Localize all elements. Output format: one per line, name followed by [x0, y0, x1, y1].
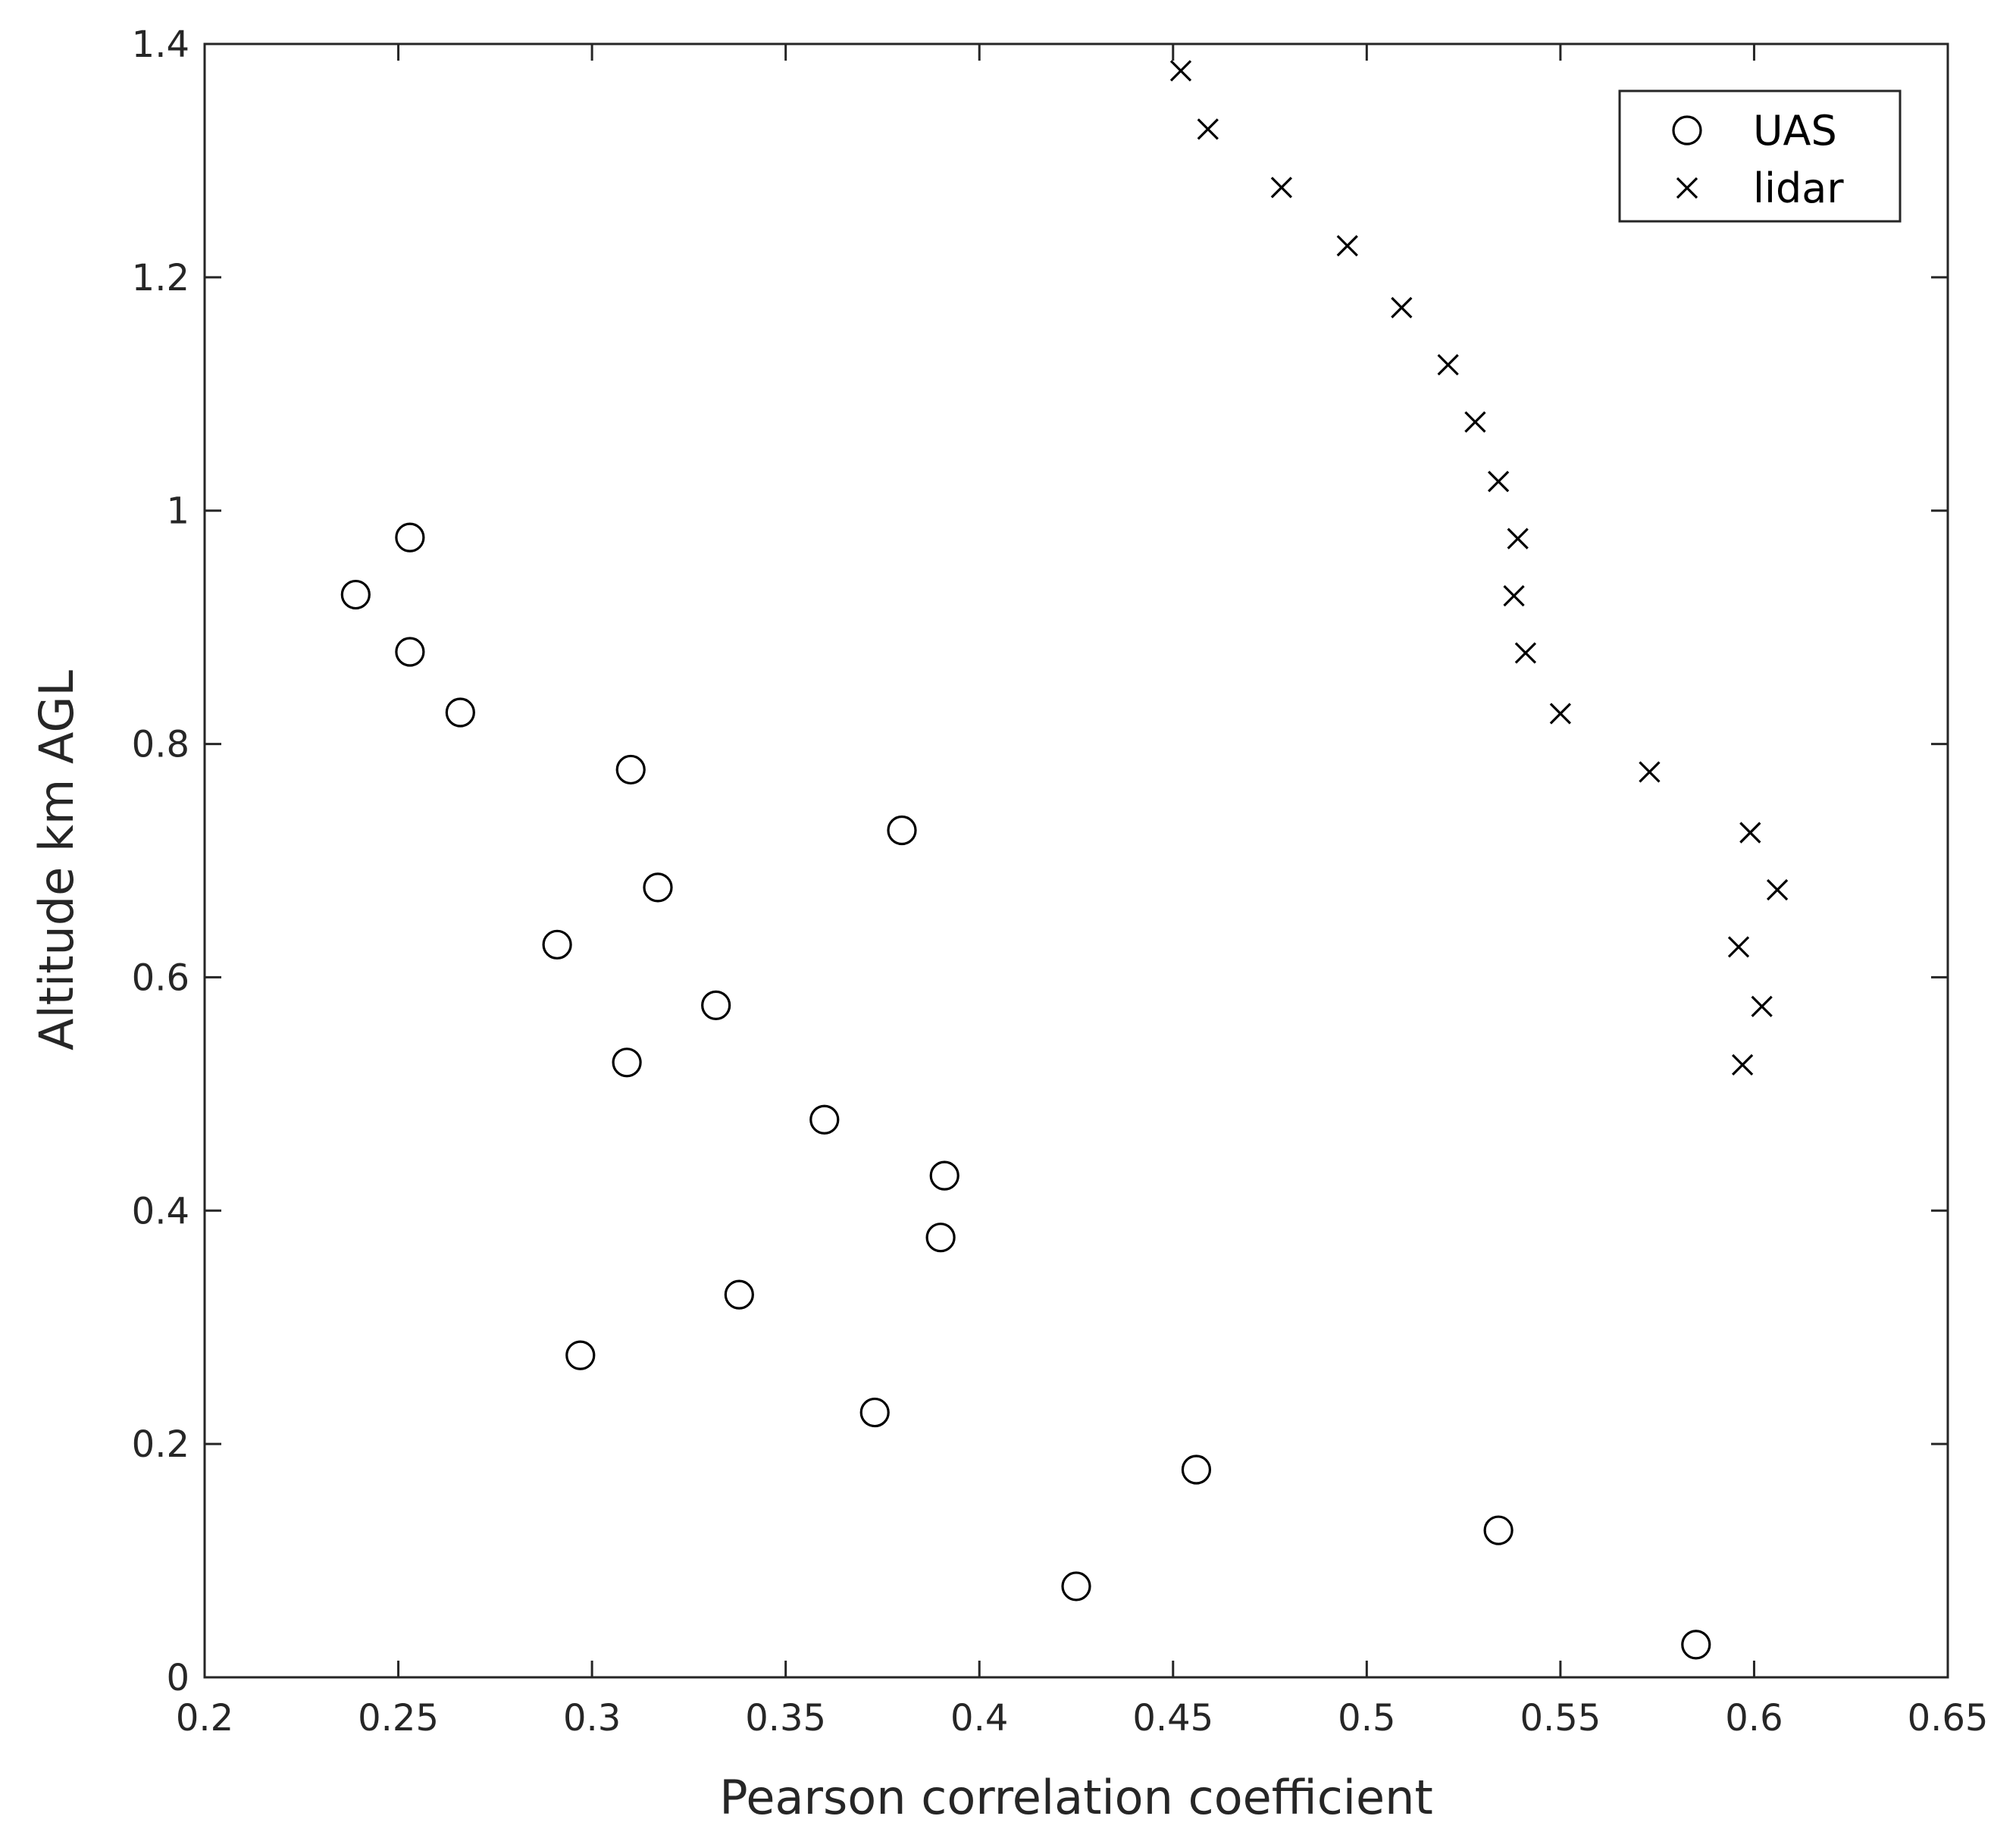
x-tick-label: 0.2 — [176, 1697, 233, 1739]
legend-marker-uas — [1672, 115, 1702, 146]
uas-point — [395, 522, 425, 553]
lidar-point — [1639, 761, 1661, 783]
y-axis-title: Altitude km AGL — [29, 670, 84, 1051]
x-tick-label: 0.5 — [1338, 1697, 1395, 1739]
lidar-point — [1731, 1054, 1754, 1076]
y-tick-label: 1.4 — [132, 23, 189, 66]
lidar-point — [1270, 177, 1293, 199]
x-tick-labels: 0.2 0.25 0.3 0.35 0.4 0.45 0.5 0.55 0.6 0.65 — [176, 1697, 1989, 1739]
plot-area — [203, 42, 1949, 1679]
uas-point — [925, 1223, 956, 1253]
uas-point — [615, 754, 646, 785]
lidar-point — [1464, 411, 1486, 433]
uas-point — [612, 1047, 642, 1078]
data-marks — [340, 60, 1789, 1660]
x-tick-label: 0.3 — [563, 1697, 621, 1739]
y-tick-label: 0.8 — [132, 724, 189, 766]
lidar-point — [1197, 118, 1219, 140]
lidar-point — [1336, 235, 1358, 257]
lidar-point — [1487, 471, 1510, 493]
x-tick-label: 0.35 — [745, 1697, 826, 1739]
uas-point — [445, 697, 475, 728]
legend-marker-lidar — [1676, 177, 1698, 199]
lidar-point — [1751, 995, 1773, 1018]
uas-point — [340, 579, 371, 610]
uas-point — [929, 1160, 959, 1191]
x-tick-label: 0.25 — [358, 1697, 439, 1739]
uas-point — [1483, 1515, 1514, 1545]
lidar-point — [1727, 936, 1750, 958]
x-tick-label: 0.55 — [1520, 1697, 1601, 1739]
uas-point — [701, 990, 731, 1020]
x-tick-label: 0.4 — [950, 1697, 1008, 1739]
axis-ticks — [203, 42, 1949, 1679]
lidar-point — [1507, 528, 1529, 550]
x-tick-label: 0.65 — [1908, 1697, 1989, 1739]
uas-point — [542, 929, 572, 960]
uas-point — [643, 872, 673, 903]
lidar-point — [1437, 354, 1459, 376]
legend-box — [1618, 89, 1902, 223]
lidar-point — [1169, 60, 1192, 82]
uas-point — [724, 1279, 754, 1310]
uas-point — [1181, 1454, 1212, 1485]
uas-point — [1681, 1630, 1711, 1660]
uas-point — [809, 1104, 840, 1135]
lidar-point — [1503, 584, 1525, 607]
x-tick-label: 0.45 — [1132, 1697, 1213, 1739]
legend-label-lidar: lidar — [1753, 164, 1844, 212]
legend-label-uas: UAS — [1753, 107, 1837, 155]
legend: UAS lidar — [1618, 89, 1902, 223]
y-tick-labels: 0 0.2 0.4 0.6 0.8 1 1.2 1.4 — [132, 23, 189, 1699]
y-tick-label: 0 — [166, 1657, 189, 1699]
lidar-point — [1514, 642, 1537, 664]
legend-items: UAS lidar — [1672, 107, 1844, 212]
lidar-point — [1391, 296, 1413, 319]
uas-point — [887, 815, 917, 846]
y-tick-label: 0.6 — [132, 957, 189, 999]
y-tick-label: 1 — [166, 490, 189, 533]
lidar-point — [1739, 822, 1761, 844]
y-tick-label: 1.2 — [132, 257, 189, 299]
lidar-point — [1766, 878, 1789, 901]
x-tick-label: 0.6 — [1725, 1697, 1783, 1739]
uas-point — [859, 1397, 890, 1428]
uas-point — [565, 1340, 596, 1370]
y-tick-label: 0.4 — [132, 1190, 189, 1232]
x-axis-title: Pearson correlation coefficient — [719, 1770, 1433, 1825]
lidar-point — [1549, 703, 1572, 725]
y-tick-label: 0.2 — [132, 1423, 189, 1466]
uas-point — [395, 637, 425, 667]
uas-point — [1061, 1571, 1091, 1602]
